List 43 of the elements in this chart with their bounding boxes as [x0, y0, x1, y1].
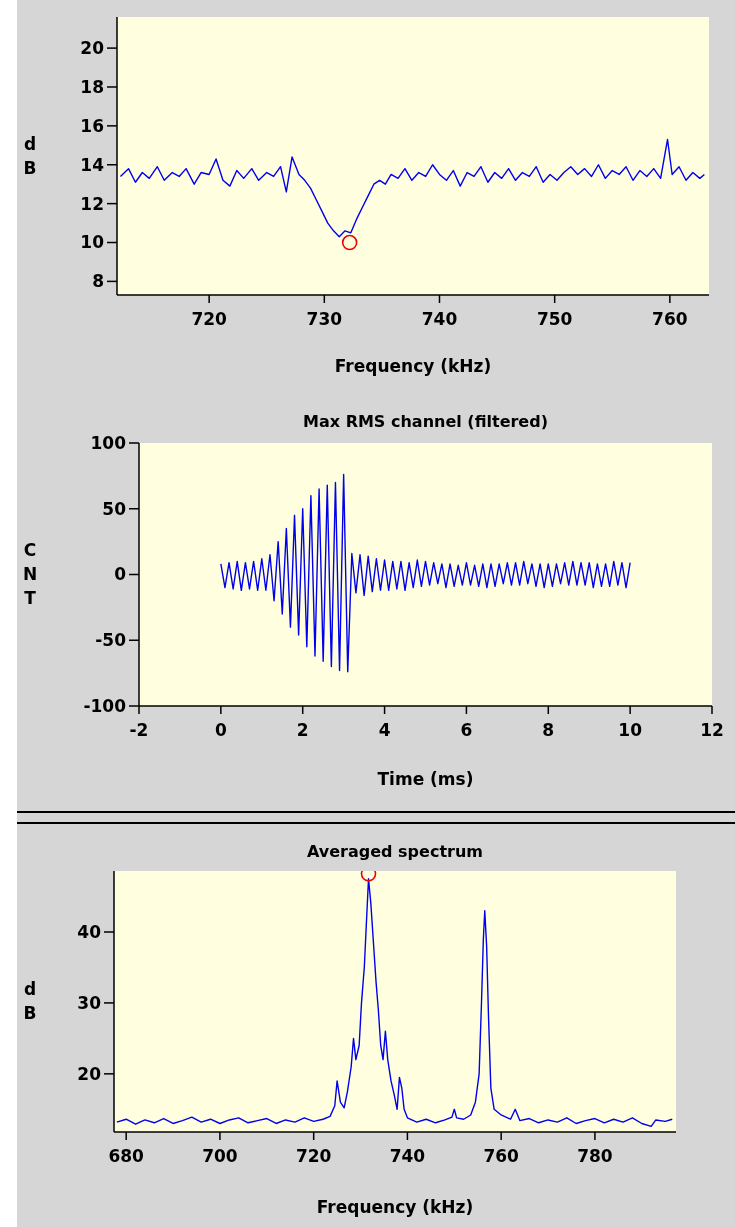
- y-tick-label: 12: [80, 193, 104, 214]
- x-tick-label: 6: [460, 720, 473, 740]
- x-tick-label: 700: [202, 1146, 238, 1166]
- x-axis-title: Frequency (kHz): [316, 1197, 474, 1217]
- x-tick-label: 4: [378, 720, 391, 740]
- x-tick-label: -2: [129, 720, 149, 740]
- x-tick-label: 8: [542, 720, 555, 740]
- y-tick-label: 30: [77, 992, 102, 1013]
- x-axis-title: Frequency (kHz): [334, 356, 492, 376]
- line-series: [220, 473, 631, 673]
- x-tick-label: 730: [306, 309, 343, 329]
- x-tick-label: 0: [214, 720, 227, 740]
- y-tick-label: 20: [80, 38, 105, 59]
- y-tick-label: 10: [80, 232, 105, 253]
- y-tick-label: 16: [80, 115, 104, 136]
- chart-title: Averaged spectrum: [306, 842, 484, 861]
- y-tick-label: -100: [83, 695, 127, 716]
- y-tick-label: 8: [92, 271, 104, 292]
- y-tick-label: 50: [102, 498, 127, 519]
- y-tick-label: 14: [80, 154, 105, 175]
- x-tick-label: 780: [577, 1146, 613, 1166]
- x-tick-label: 720: [191, 309, 228, 329]
- y-axis-title: dB: [23, 133, 37, 178]
- x-tick-label: 760: [483, 1146, 520, 1166]
- x-tick-label: 10: [618, 720, 643, 740]
- y-tick-label: -50: [95, 630, 127, 651]
- y-tick-label: 18: [80, 76, 104, 97]
- x-tick-label: 740: [389, 1146, 426, 1166]
- y-axis-title: CNT: [22, 540, 38, 609]
- x-tick-label: 720: [295, 1146, 332, 1166]
- x-tick-label: 680: [108, 1146, 145, 1166]
- x-tick-label: 740: [421, 309, 458, 329]
- y-tick-label: 20: [77, 1063, 102, 1084]
- x-tick-label: 750: [536, 309, 573, 329]
- chart-title: Max RMS channel (filtered): [303, 412, 548, 431]
- y-tick-label: 40: [77, 921, 102, 942]
- y-axis-title: dB: [23, 979, 37, 1024]
- x-axis-title: Time (ms): [377, 769, 474, 789]
- x-tick-label: 12: [700, 720, 724, 740]
- y-tick-label: 100: [90, 432, 127, 453]
- y-tick-label: 0: [114, 564, 127, 585]
- x-tick-label: 2: [296, 720, 309, 740]
- x-tick-label: 760: [652, 309, 688, 329]
